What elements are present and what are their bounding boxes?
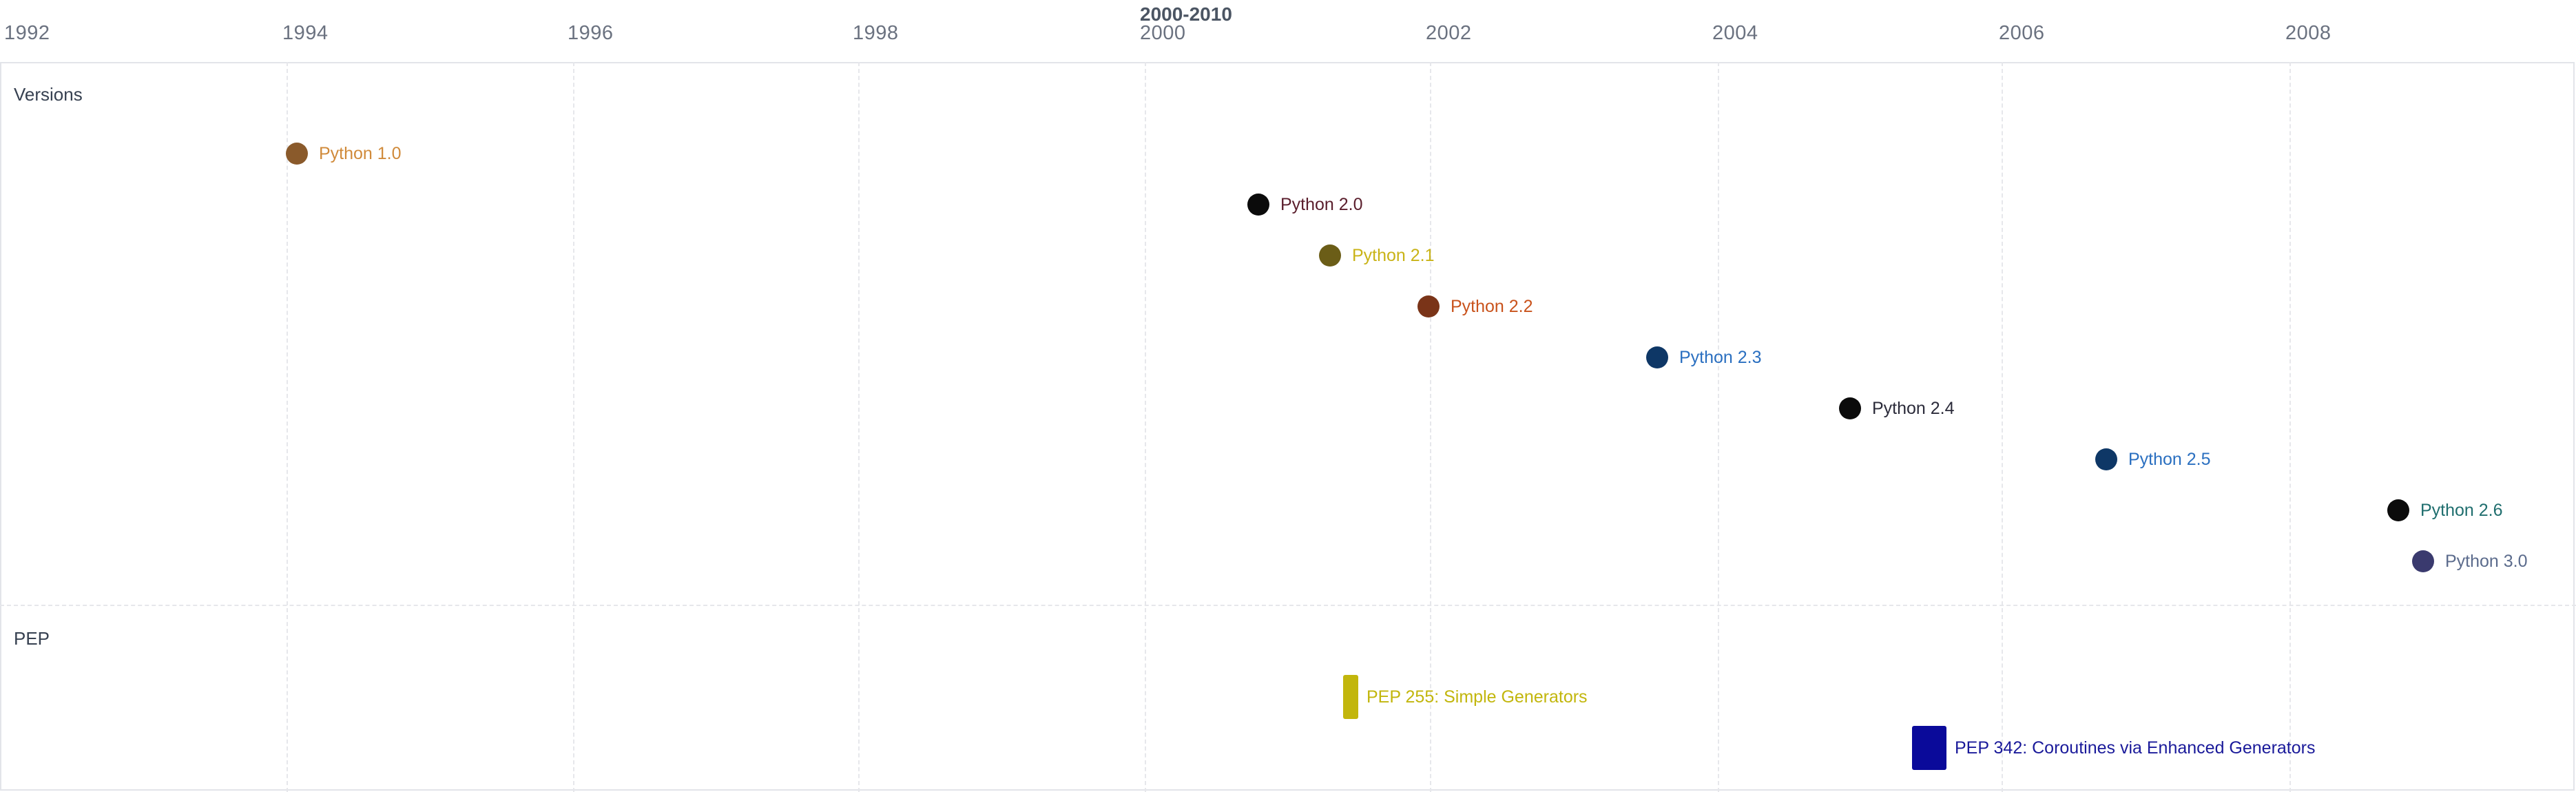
- year-gridline: [2289, 62, 2291, 792]
- event-label: Python 2.3: [1679, 347, 1762, 367]
- event-dot: [1417, 295, 1440, 317]
- timeline-frame: [0, 62, 2575, 791]
- event-dot: [2412, 550, 2434, 572]
- timeline-event-python-1-0[interactable]: Python 1.0: [286, 137, 402, 170]
- timeline-event-python-2-5[interactable]: Python 2.5: [2095, 443, 2211, 476]
- year-gridline: [573, 62, 574, 792]
- axis-year-label: 2008: [2285, 22, 2331, 44]
- axis-year-label: 2004: [1712, 22, 1758, 44]
- timeline-event-python-2-2[interactable]: Python 2.2: [1417, 290, 1533, 323]
- range-label: PEP 342: Coroutines via Enhanced Generat…: [1955, 738, 2316, 758]
- event-label: Python 1.0: [319, 143, 402, 163]
- event-dot: [1839, 397, 1861, 419]
- axis-year-label: 2002: [1426, 22, 1472, 44]
- timeline-event-python-2-1[interactable]: Python 2.1: [1319, 239, 1435, 272]
- range-label: PEP 255: Simple Generators: [1367, 687, 1588, 707]
- axis-year-label: 2006: [1999, 22, 2045, 44]
- axis-year-label: 1992: [4, 22, 50, 44]
- timeline-event-python-2-4[interactable]: Python 2.4: [1839, 392, 1955, 425]
- event-dot: [2387, 499, 2409, 521]
- group-label-pep: PEP: [14, 628, 50, 649]
- event-label: Python 2.4: [1872, 398, 1955, 418]
- group-divider: [0, 605, 2576, 606]
- timeline-event-python-2-3[interactable]: Python 2.3: [1646, 341, 1762, 374]
- year-gridline: [287, 62, 288, 792]
- range-bar: [1343, 675, 1358, 719]
- axis-year-label: 1994: [282, 22, 329, 44]
- axis-year-label: 2000: [1140, 22, 1186, 44]
- timeline-event-python-2-6[interactable]: Python 2.6: [2387, 494, 2503, 527]
- event-label: Python 2.2: [1451, 296, 1533, 316]
- timeline-event-python-2-0[interactable]: Python 2.0: [1247, 188, 1363, 221]
- event-label: Python 3.0: [2445, 551, 2528, 571]
- event-label: Python 2.0: [1280, 194, 1363, 214]
- range-bar: [1912, 726, 1946, 770]
- time-axis: 2000-2010 1992 1994 1996 1998 2000 2002 …: [0, 0, 2576, 62]
- event-label: Python 2.6: [2420, 500, 2503, 520]
- year-gridline: [858, 62, 860, 792]
- timeline-range-pep-255[interactable]: PEP 255: Simple Generators: [1343, 675, 1588, 719]
- timeline-range-pep-342[interactable]: PEP 342: Coroutines via Enhanced Generat…: [1912, 726, 2315, 770]
- event-dot: [286, 143, 308, 165]
- year-gridline: [1718, 62, 1719, 792]
- event-dot: [1247, 194, 1269, 216]
- axis-year-label: 1996: [568, 22, 614, 44]
- visible-range-title: 2000-2010: [1140, 3, 1232, 25]
- year-gridline: [2002, 62, 2003, 792]
- axis-year-label: 1998: [853, 22, 899, 44]
- year-gridline: [1430, 62, 1431, 792]
- event-label: Python 2.5: [2128, 449, 2211, 469]
- timeline-event-python-3-0[interactable]: Python 3.0: [2412, 545, 2528, 578]
- year-gridline: [1145, 62, 1146, 792]
- event-dot: [1646, 346, 1668, 368]
- group-label-versions: Versions: [14, 84, 83, 105]
- event-label: Python 2.1: [1352, 245, 1435, 265]
- event-dot: [1319, 244, 1341, 267]
- event-dot: [2095, 448, 2117, 470]
